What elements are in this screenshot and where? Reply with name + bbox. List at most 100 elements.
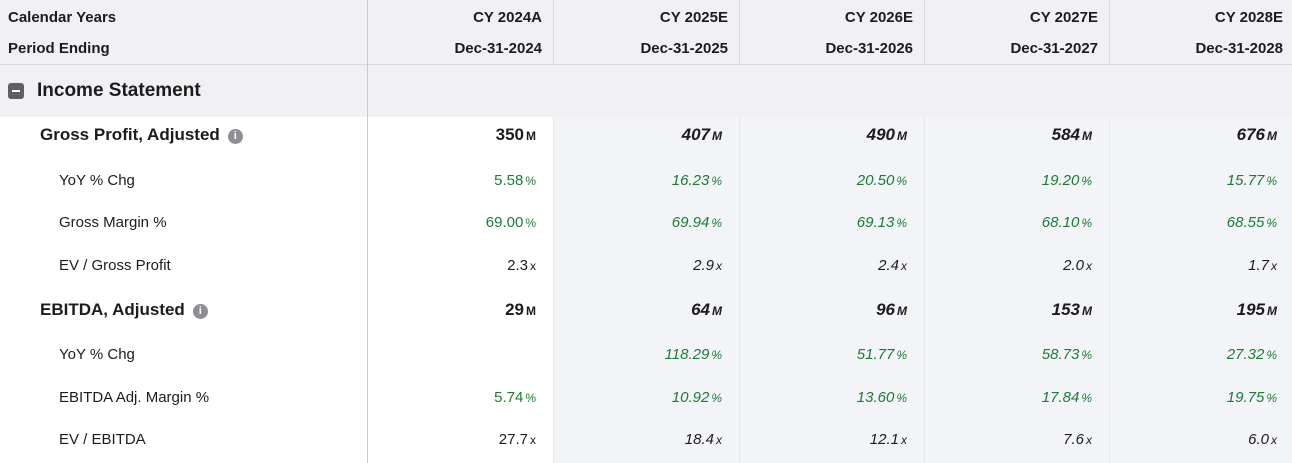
value-number: 20.50 [856,172,895,189]
value-number: 12.1 [869,431,899,448]
row-label: Gross Profit, Adjusted i [40,125,243,145]
value-number: 29 [505,300,524,319]
value-unit: % [711,348,722,362]
value-number: 13.60 [856,389,895,406]
estimate-column-background [739,117,924,463]
row-label: EV / Gross Profit [59,257,171,274]
row-label-text: EBITDA Adj. Margin % [59,389,210,406]
value-cell: 29 M [505,300,536,320]
value-cell: 350 M [496,125,536,145]
value-cell: 6.0 x [1248,431,1277,448]
table-row: Gross Margin % 69.00% 69.94% 69.13% 68.10% 68… [0,210,1292,236]
value-number: 2.4 [878,257,899,274]
header-year-4: CY 2028E [1214,9,1283,26]
value-unit: % [896,348,907,362]
row-label: EBITDA, Adjusted i [40,300,208,320]
value-unit: M [1267,129,1277,143]
value-unit: x [1086,259,1092,273]
value-cell: 7.6 x [1063,431,1092,448]
value-number: 490 [866,125,895,144]
table-row: EV / EBITDA 27.7 x 18.4 x 12.1 x 7.6 x 6.0 x [0,427,1292,453]
value-unit: x [901,433,907,447]
info-icon[interactable]: i [227,129,243,144]
row-label: EBITDA Adj. Margin % [59,389,209,406]
value-number: 2.9 [693,257,714,274]
value-cell: 10.92% [672,389,722,406]
value-cell: 19.20% [1042,172,1092,189]
value-unit: % [711,216,722,230]
value-number: 7.6 [1063,431,1084,448]
row-label-text: EBITDA, Adjusted [40,300,185,319]
value-number: 16.23 [671,172,710,189]
column-divider [553,117,554,463]
value-cell: 2.3 x [507,257,536,274]
header-year-2: CY 2026E [844,9,913,26]
value-cell: 16.23% [672,172,722,189]
value-unit: % [1266,391,1277,405]
row-label-text: YoY % Chg [59,346,135,363]
value-unit: M [1082,129,1092,143]
value-number: 350 [495,125,524,144]
column-divider [1109,117,1110,463]
header-year-0: CY 2024A [473,9,542,26]
value-number: 69.00 [485,214,524,231]
header-period-0: Dec-31-2024 [454,40,542,57]
value-cell: 676 M [1237,125,1277,145]
value-cell: 12.1 x [870,431,907,448]
table-row: EV / Gross Profit 2.3 x 2.9 x 2.4 x 2.0 x 1.7 x [0,253,1292,279]
column-divider [553,0,554,64]
value-number: 1.7 [1248,257,1269,274]
table-row: Gross Profit, Adjusted i 350 M 407 M 490 M 584 M 6… [0,123,1292,149]
value-number: 118.29 [664,346,710,363]
value-cell: 18.4 x [685,431,722,448]
value-number: 51.77 [856,346,895,363]
value-unit: % [525,216,536,230]
header-year-1: CY 2025E [659,9,728,26]
column-divider [739,0,740,64]
row-label-text: YoY % Chg [59,172,135,189]
value-unit: % [1081,216,1092,230]
value-number: 5.58 [494,172,524,189]
value-unit: % [1081,391,1092,405]
value-unit: x [1086,433,1092,447]
header-year-3: CY 2027E [1029,9,1098,26]
value-number: 407 [681,125,710,144]
info-icon[interactable]: i [192,304,208,319]
row-label: YoY % Chg [59,346,135,363]
row-label-text: Gross Margin % [59,214,167,231]
estimate-column-background [924,117,1109,463]
value-number: 15.77 [1226,172,1265,189]
row-label: Gross Margin % [59,214,167,231]
value-cell: 96 M [876,300,907,320]
collapse-icon[interactable] [8,83,24,99]
value-unit: % [1266,174,1277,188]
value-cell: 19.75% [1227,389,1277,406]
value-cell: 584 M [1052,125,1092,145]
value-cell: 20.50% [857,172,907,189]
value-cell: 407 M [682,125,722,145]
value-unit: M [897,129,907,143]
value-number: 69.13 [856,214,895,231]
table-header: Calendar Years Period Ending CY 2024A Dec… [0,0,1292,65]
value-cell: 5.74% [494,389,536,406]
value-number: 17.84 [1041,389,1080,406]
header-period-2: Dec-31-2026 [825,40,913,57]
header-period-4: Dec-31-2028 [1195,40,1283,57]
table-row: EBITDA Adj. Margin % 5.74% 10.92% 13.60% 17.… [0,385,1292,411]
header-period-1: Dec-31-2025 [640,40,728,57]
value-unit: M [712,129,722,143]
value-cell: 69.00% [486,214,536,231]
value-unit: x [530,433,536,447]
value-cell: 13.60% [857,389,907,406]
header-label-calendar-years: Calendar Years [8,9,117,26]
value-unit: M [526,304,536,318]
value-unit: % [1266,216,1277,230]
value-number: 584 [1051,125,1080,144]
section-income-statement[interactable] [0,65,1292,117]
header-period-3: Dec-31-2027 [1010,40,1098,57]
value-unit: M [1267,304,1277,318]
value-unit: % [711,174,722,188]
row-label: EV / EBITDA [59,431,146,448]
value-unit: % [1266,348,1277,362]
